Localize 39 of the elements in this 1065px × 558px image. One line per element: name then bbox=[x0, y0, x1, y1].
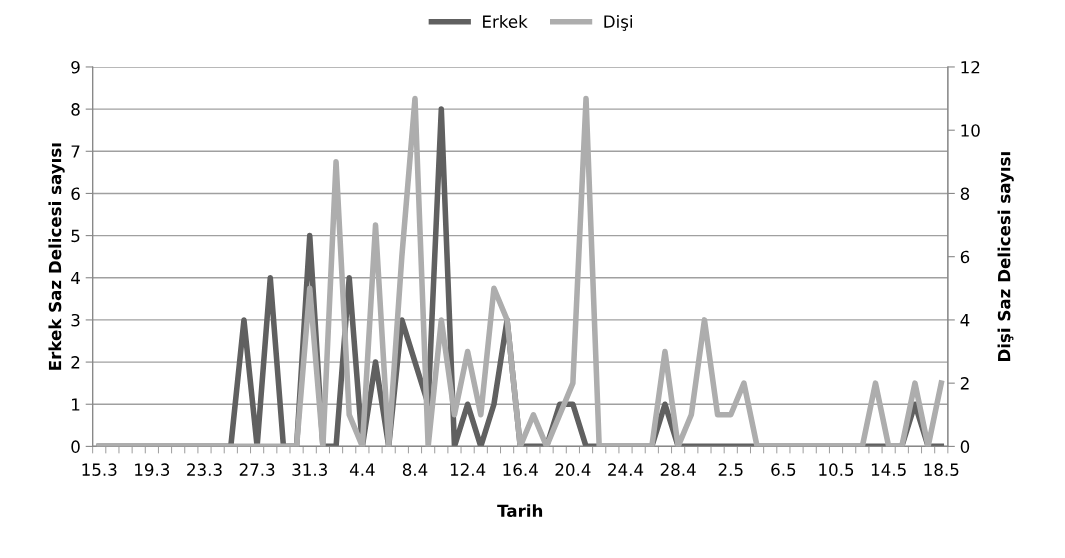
y-tick-label: 3 bbox=[71, 313, 80, 327]
x-tick-label: 8.4 bbox=[402, 463, 428, 476]
x-tick-label: 28.4 bbox=[660, 463, 696, 476]
x-tick-label: 2.5 bbox=[718, 463, 743, 476]
x-tick-label: 23.3 bbox=[187, 463, 222, 476]
y2-tick-label: 6 bbox=[960, 250, 970, 264]
x-tick-label: 12.4 bbox=[450, 463, 486, 476]
y-tick-label: 1 bbox=[72, 398, 80, 411]
y-tick-label: 9 bbox=[71, 60, 80, 74]
x-tick-label: 14.5 bbox=[871, 463, 906, 476]
x-tick-label: 31.3 bbox=[292, 463, 327, 476]
y2-tick-label: 12 bbox=[961, 60, 980, 74]
x-tick-label: 6.5 bbox=[771, 463, 796, 476]
legend-label: Erkek bbox=[483, 15, 528, 28]
y2-tick-label: 0 bbox=[960, 440, 970, 453]
x-tick-label: 15.3 bbox=[82, 463, 117, 476]
x-tick-label: 20.4 bbox=[555, 463, 591, 476]
x-tick-label: 4.4 bbox=[349, 463, 375, 476]
x-tick-label: 10.5 bbox=[819, 463, 854, 476]
x-axis-title: Tarih bbox=[497, 504, 543, 518]
x-tick-label: 18.5 bbox=[924, 463, 959, 476]
legend-label: Dişi bbox=[604, 15, 632, 31]
y2-tick-label: 4 bbox=[960, 314, 970, 327]
y-tick-label: 2 bbox=[71, 356, 80, 369]
y2-tick-label: 10 bbox=[961, 124, 980, 137]
x-tick-label: 27.3 bbox=[239, 463, 275, 476]
y-tick-label: 4 bbox=[71, 271, 80, 285]
y-tick-label: 5 bbox=[71, 229, 80, 243]
y-tick-label: 7 bbox=[71, 145, 80, 158]
x-tick-label: 24.4 bbox=[608, 463, 644, 476]
y-tick-label: 6 bbox=[71, 187, 80, 201]
y2-tick-label: 8 bbox=[960, 187, 970, 201]
y2-tick-label: 2 bbox=[960, 377, 969, 390]
x-tick-label: 19.3 bbox=[135, 463, 170, 476]
x-tick-label: 16.4 bbox=[503, 463, 538, 476]
y-tick-label: 0 bbox=[71, 440, 80, 453]
y-axis-title: Erkek Saz Delicesi sayısı bbox=[48, 143, 65, 370]
y2-axis-title: Dişi Saz Delicesi sayısı bbox=[997, 152, 1014, 362]
y-tick-label: 8 bbox=[71, 103, 80, 116]
